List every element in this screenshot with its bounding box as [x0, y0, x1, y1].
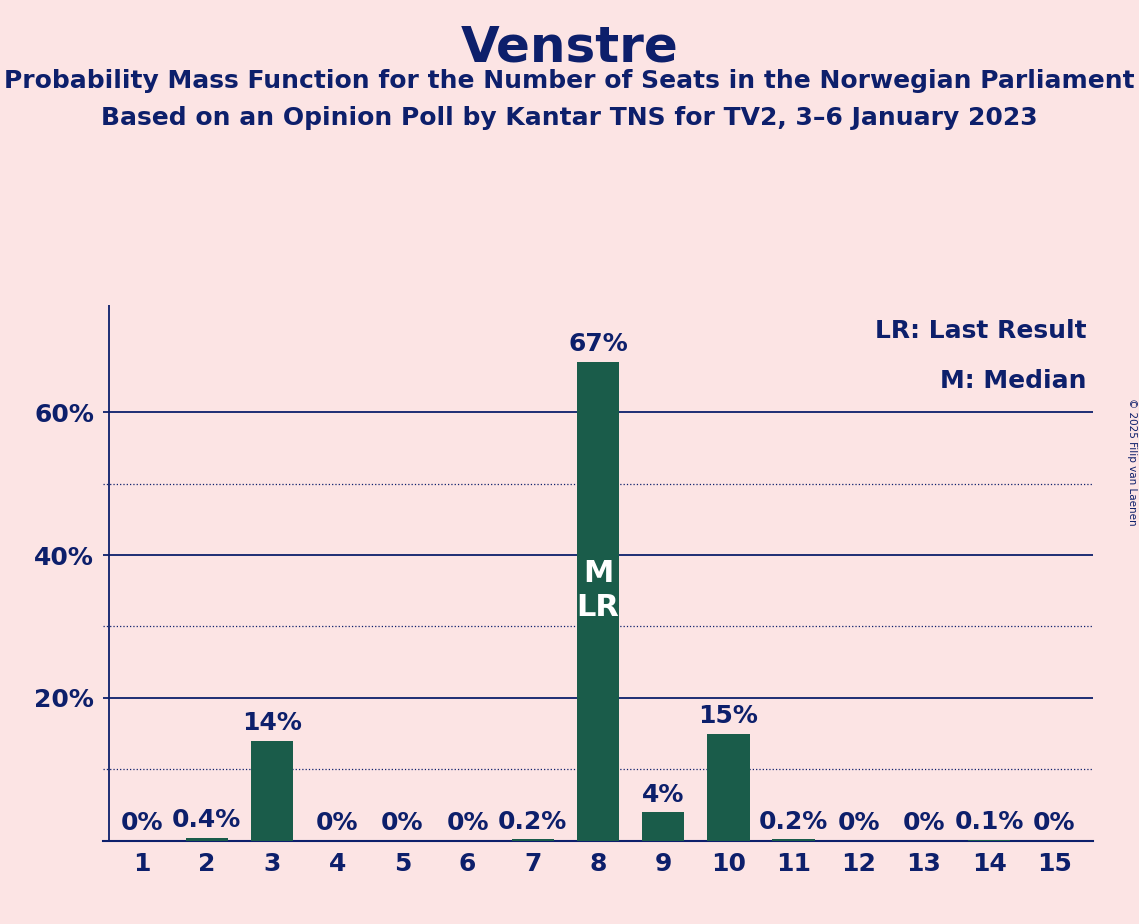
- Text: 15%: 15%: [698, 704, 759, 728]
- Bar: [186, 838, 228, 841]
- Text: 14%: 14%: [243, 711, 302, 736]
- Text: Probability Mass Function for the Number of Seats in the Norwegian Parliament: Probability Mass Function for the Number…: [5, 69, 1134, 93]
- Bar: [511, 839, 554, 841]
- Text: 0.2%: 0.2%: [759, 809, 828, 833]
- Text: 0.2%: 0.2%: [498, 809, 567, 833]
- Text: 0.1%: 0.1%: [954, 810, 1024, 834]
- Bar: [772, 839, 814, 841]
- Text: M: Median: M: Median: [941, 370, 1087, 394]
- Bar: [251, 741, 293, 841]
- Bar: [707, 734, 749, 841]
- Text: 0%: 0%: [382, 811, 424, 835]
- Text: 4%: 4%: [642, 783, 685, 807]
- Text: LR: Last Result: LR: Last Result: [875, 319, 1087, 343]
- Text: 0%: 0%: [316, 811, 359, 835]
- Text: 67%: 67%: [568, 333, 628, 357]
- Bar: [576, 362, 620, 841]
- Text: M
LR: M LR: [576, 559, 620, 622]
- Text: 0%: 0%: [446, 811, 489, 835]
- Text: Venstre: Venstre: [460, 23, 679, 71]
- Text: 0%: 0%: [903, 811, 945, 835]
- Text: Based on an Opinion Poll by Kantar TNS for TV2, 3–6 January 2023: Based on an Opinion Poll by Kantar TNS f…: [101, 106, 1038, 130]
- Text: 0.4%: 0.4%: [172, 808, 241, 833]
- Text: 0%: 0%: [837, 811, 880, 835]
- Text: 0%: 0%: [121, 811, 163, 835]
- Text: 0%: 0%: [1033, 811, 1075, 835]
- Text: © 2025 Filip van Laenen: © 2025 Filip van Laenen: [1126, 398, 1137, 526]
- Bar: [642, 812, 685, 841]
